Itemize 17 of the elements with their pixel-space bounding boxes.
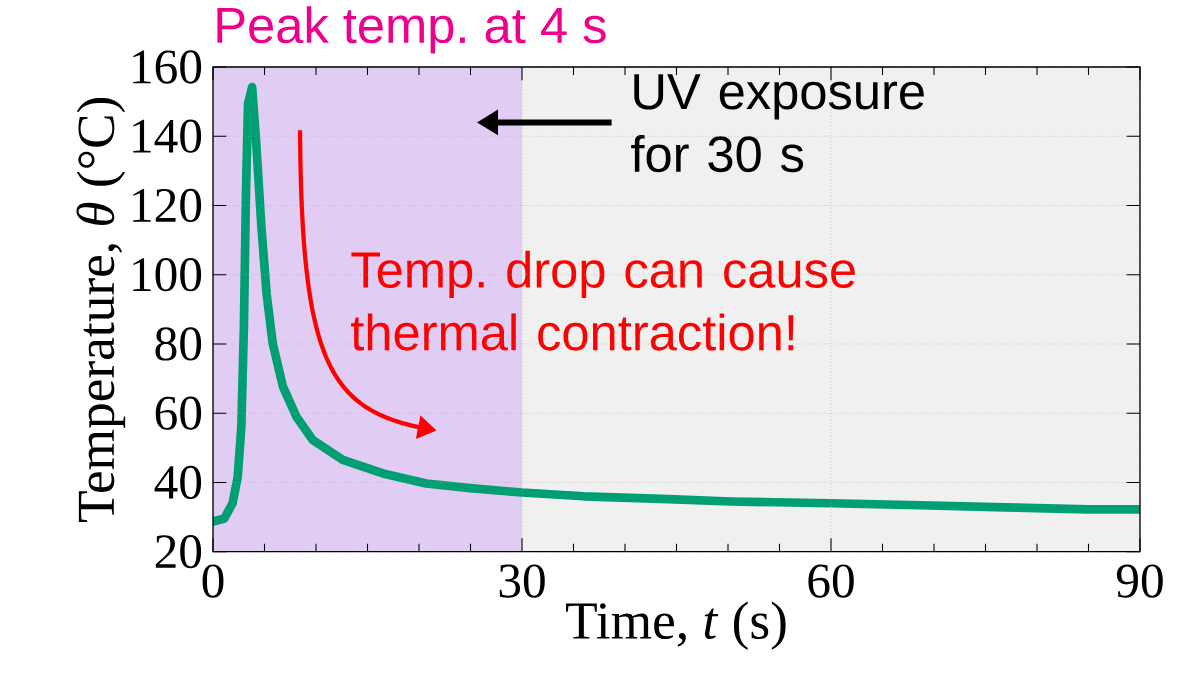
x-tick-label: 90 <box>1116 564 1163 598</box>
y-tick-label: 100 <box>133 258 202 292</box>
x-tick-label: 0 <box>202 564 224 598</box>
x-tick-label: 60 <box>808 564 854 598</box>
y-axis-title: Temperature, θ (°C) <box>76 98 126 523</box>
y-tick-label: 160 <box>133 50 202 84</box>
annotation: Temp. drop can cause thermal contraction! <box>351 250 855 351</box>
x-axis-title: Time, t (s) <box>566 601 786 650</box>
y-tick-label: 120 <box>133 188 202 223</box>
y-tick-label: 140 <box>133 119 202 153</box>
y-tick-label: 80 <box>155 327 202 361</box>
annotation: UV exposure for 30 s <box>631 74 924 173</box>
y-tick-label: 20 <box>155 535 202 569</box>
y-tick-label: 60 <box>155 396 202 430</box>
y-tick-label: 40 <box>154 465 202 500</box>
x-tick-label: 30 <box>499 564 545 598</box>
text: Peak temp. at 4 s <box>217 6 606 54</box>
